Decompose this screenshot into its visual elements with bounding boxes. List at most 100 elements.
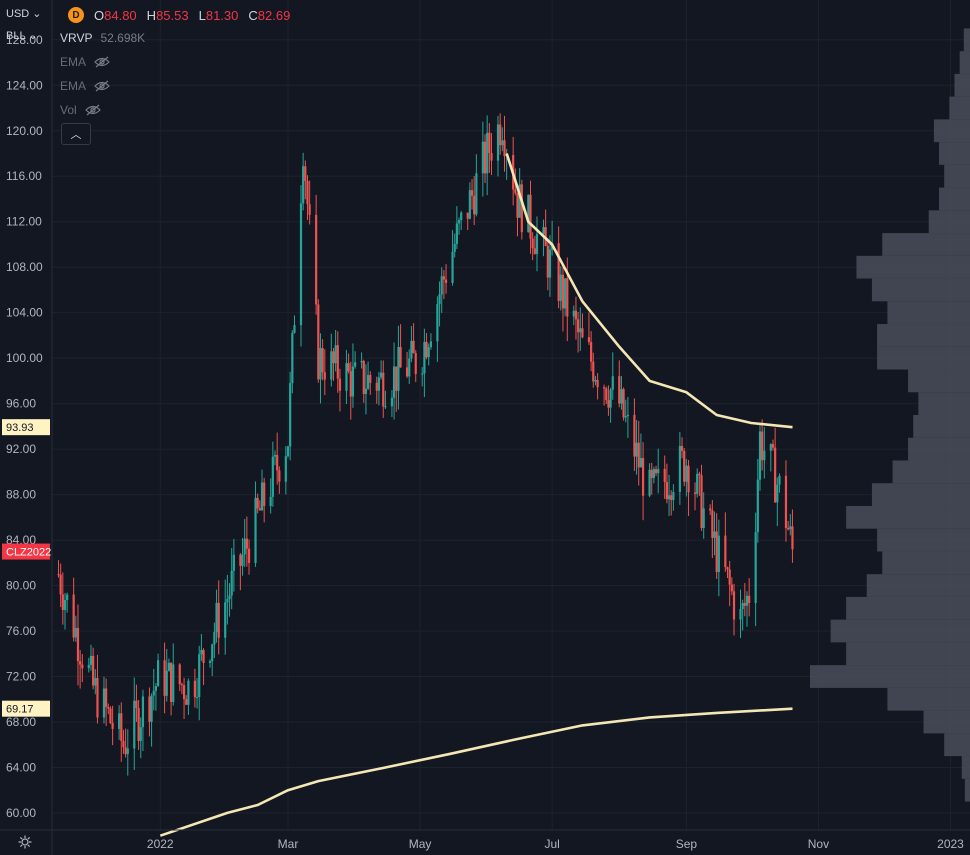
candle-body: [269, 496, 272, 506]
collapse-indicators-button[interactable]: ︿: [61, 123, 91, 145]
candle-body: [412, 340, 415, 354]
volume-profile-bar: [846, 642, 970, 666]
candle-body: [390, 397, 394, 407]
y-tick-label: 64.00: [6, 760, 36, 774]
volume-profile-bar: [866, 574, 970, 597]
candle-body: [154, 686, 158, 691]
candle-body: [594, 380, 597, 382]
indicator-vol-name: Vol: [60, 103, 77, 117]
eye-off-icon[interactable]: [94, 80, 110, 92]
candle-body: [397, 347, 400, 391]
indicator-ema-2[interactable]: EMA: [60, 79, 110, 93]
candle-body: [587, 337, 591, 343]
open-label: O: [94, 7, 105, 23]
candle-body: [761, 431, 764, 461]
candle-body: [711, 510, 714, 538]
volume-profile-bar: [887, 687, 970, 711]
symbol-badge[interactable]: D: [68, 7, 84, 23]
candle-body: [639, 458, 643, 468]
candle-body: [213, 632, 216, 645]
volume-profile-bar: [882, 551, 970, 575]
candle-body: [680, 445, 684, 452]
candle-body: [451, 251, 454, 283]
candle-body: [620, 389, 623, 404]
candle-body: [693, 492, 697, 494]
candle-body: [323, 372, 326, 380]
eye-off-icon[interactable]: [94, 56, 110, 68]
candle-body: [321, 348, 324, 373]
candle-body: [542, 227, 545, 235]
candle-body: [291, 332, 294, 384]
ema-long-line: [159, 707, 793, 837]
candle-body: [185, 699, 188, 705]
candle-body: [425, 341, 428, 358]
axis-currency-selector[interactable]: USD ⌄ BLL ⌄: [6, 3, 42, 47]
candle-body: [637, 442, 640, 468]
candle-body: [334, 345, 337, 364]
high-value: 85.53: [156, 7, 189, 23]
volume-profile-bar: [954, 73, 970, 97]
candle-body: [256, 497, 259, 509]
candle-body: [76, 627, 80, 662]
candle-body: [351, 366, 355, 397]
candle-body: [670, 495, 673, 500]
candle-body: [367, 375, 370, 389]
eye-off-icon[interactable]: [84, 104, 101, 116]
candle-body: [332, 351, 335, 364]
unit-label: BLL: [6, 30, 26, 42]
candle-body: [685, 465, 688, 482]
candle-body: [217, 602, 220, 638]
candle-body: [665, 482, 668, 500]
indicator-ema-1[interactable]: EMA: [60, 55, 110, 69]
candle-body: [771, 444, 775, 448]
candle-body: [111, 722, 114, 729]
candle-body: [319, 348, 322, 380]
candle-body: [395, 366, 398, 391]
gear-icon[interactable]: [18, 835, 32, 849]
candle-body: [577, 319, 580, 333]
candle-body: [198, 654, 201, 697]
unit-dropdown[interactable]: BLL ⌄: [6, 25, 42, 47]
close-label: C: [248, 7, 258, 23]
candle-body: [784, 475, 788, 529]
ema-short-badge: 93.93: [6, 422, 34, 434]
y-tick-label: 112.00: [6, 215, 42, 229]
time-axis[interactable]: 2022 Mar May Jul Sep Nov 2023: [0, 829, 970, 851]
volume-profile: [810, 28, 970, 802]
candle-body: [317, 304, 320, 380]
ema-lines: [159, 153, 793, 837]
indicator-ema-1-name: EMA: [60, 55, 87, 69]
candle-body: [490, 153, 493, 161]
candle-body: [778, 475, 781, 485]
candle-body: [122, 740, 125, 748]
indicator-vol[interactable]: Vol: [60, 103, 101, 117]
candle-body: [169, 662, 173, 702]
candle-body: [299, 203, 303, 326]
price-axis[interactable]: 60.0064.0068.0072.0076.0080.0084.0088.00…: [6, 0, 53, 855]
candle-body: [195, 696, 199, 698]
indicator-vrvp-name: VRVP: [60, 31, 93, 45]
volume-profile-bar: [933, 119, 970, 143]
y-tick-label: 96.00: [6, 397, 36, 411]
candle-body: [278, 470, 281, 482]
candle-body: [304, 166, 307, 181]
chevron-down-icon: ⌄: [28, 30, 38, 42]
candle-body: [109, 708, 112, 723]
candle-body: [408, 358, 411, 377]
low-value: 81.30: [205, 7, 239, 23]
indicator-vrvp[interactable]: VRVP 52.698K: [60, 31, 145, 45]
candle-body: [496, 124, 500, 161]
candle-body: [622, 389, 625, 418]
candle-body: [202, 650, 205, 663]
volume-profile-bar: [913, 415, 970, 438]
volume-profile-bar: [810, 665, 970, 688]
candle-body: [392, 366, 396, 398]
candle-body: [384, 406, 387, 408]
candle-body: [165, 670, 168, 696]
y-tick-label: 76.00: [6, 624, 36, 638]
candle-body: [470, 190, 474, 196]
candles: [57, 113, 794, 776]
currency-dropdown[interactable]: USD ⌄: [6, 3, 42, 25]
candle-body: [548, 249, 552, 278]
